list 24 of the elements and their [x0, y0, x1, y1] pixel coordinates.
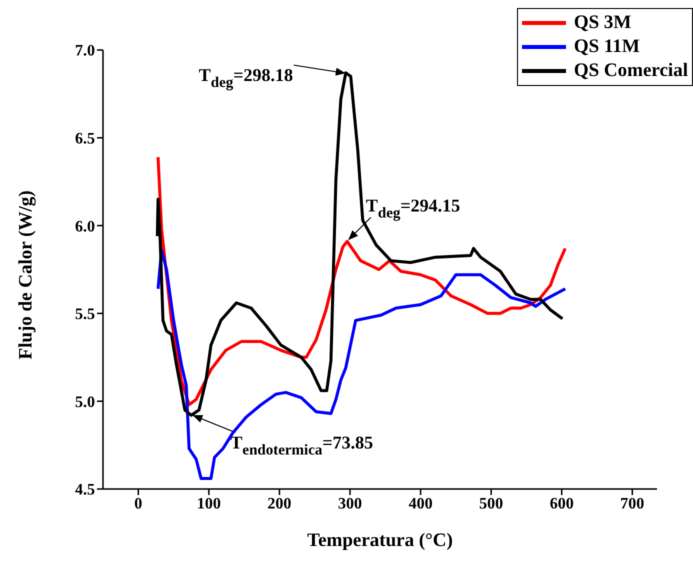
x-tick-label: 500 [479, 495, 504, 512]
line-series [156, 71, 564, 417]
x-tick-label: 200 [267, 495, 292, 512]
x-tick-label: 300 [338, 495, 362, 512]
y-tick-label: 7.0 [75, 42, 95, 60]
legend-label: QS Comercial [574, 60, 688, 82]
annotation: T$_{deg}$=294.15 [366, 195, 460, 222]
y-tick-label: 5.5 [75, 306, 95, 324]
x-axis-title: Temperatura (°C) [307, 530, 453, 551]
x-tick-label: 700 [620, 495, 644, 512]
y-axis-title: Flujo de Calor (W/g) [16, 190, 37, 360]
y-tick-label: 6.5 [75, 130, 95, 148]
x-tick-label: 400 [408, 495, 433, 512]
annotation: T$_{endotermica}$=73.85 [230, 432, 374, 458]
legend-label: QS 11M [574, 36, 640, 58]
x-tick-label: 600 [550, 495, 574, 512]
y-tick-label: 4.5 [75, 482, 95, 499]
y-tick-label: 6.0 [75, 218, 95, 236]
line-series [156, 248, 567, 480]
x-tick-label: 0 [134, 495, 142, 512]
annotation: T$_{deg}$=298.18 [198, 65, 294, 92]
x-tick-label: 100 [196, 495, 221, 512]
legend-label: QS 3M [574, 12, 632, 34]
y-tick-label: 5.0 [75, 394, 95, 411]
